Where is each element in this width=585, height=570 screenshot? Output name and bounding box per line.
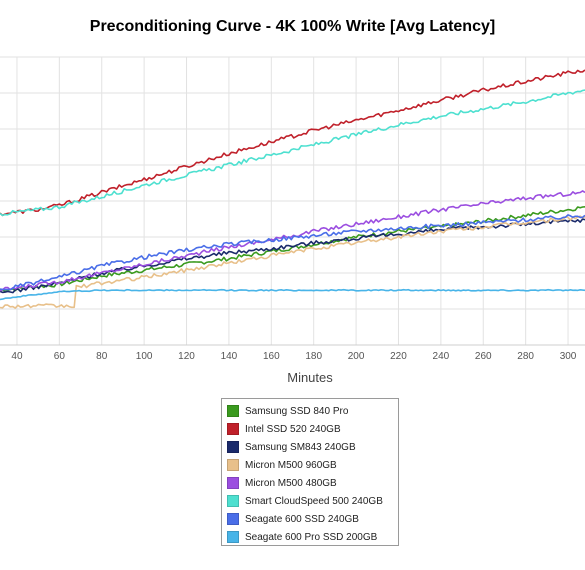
series-lines (0, 69, 585, 309)
legend-item: Smart CloudSpeed 500 240GB (222, 492, 398, 510)
x-tick-label: 280 (517, 351, 534, 362)
x-tick-label: 120 (178, 351, 195, 362)
legend-label: Samsung SM843 240GB (245, 441, 356, 453)
legend-item: Samsung SSD 840 Pro (222, 402, 398, 420)
legend-label: Seagate 600 Pro SSD 200GB (245, 531, 378, 543)
legend-swatch (227, 495, 239, 507)
legend-label: Seagate 600 SSD 240GB (245, 513, 359, 525)
series-line-smart-cloudspeed-500-240gb (0, 89, 585, 217)
legend-swatch (227, 513, 239, 525)
x-axis-label: Minutes (287, 370, 333, 385)
x-tick-label: 160 (263, 351, 280, 362)
legend-swatch (227, 477, 239, 489)
series-line-micron-m500-480gb (0, 190, 585, 292)
series-line-samsung-ssd-840-pro (0, 206, 585, 293)
legend-label: Micron M500 480GB (245, 477, 337, 489)
gridlines (0, 56, 585, 346)
x-tick-label: 220 (390, 351, 407, 362)
legend-label: Micron M500 960GB (245, 459, 337, 471)
legend-swatch (227, 405, 239, 417)
plot-area: 40 60 80 100 120 140 160 180 200 220 240 260 280 300 (0, 56, 585, 362)
series-line-micron-m500-960gb (0, 215, 585, 309)
chart-title: Preconditioning Curve - 4K 100% Write [A… (89, 18, 496, 35)
legend-label: Intel SSD 520 240GB (245, 423, 341, 435)
series-line-samsung-sm843-240gb (0, 218, 585, 294)
legend-item: Intel SSD 520 240GB (222, 420, 398, 438)
x-tick-label: 100 (136, 351, 153, 362)
x-tick-label: 80 (96, 351, 108, 362)
x-tick-label: 200 (348, 351, 365, 362)
x-tick-label: 300 (560, 351, 577, 362)
x-tick-label: 140 (221, 351, 238, 362)
legend-item: Micron M500 960GB (222, 456, 398, 474)
legend-swatch (227, 441, 239, 453)
x-tick-label: 260 (475, 351, 492, 362)
series-line-seagate-600-pro-ssd-200gb (0, 288, 585, 301)
legend-swatch (227, 531, 239, 543)
series-line-intel-ssd-520-240gb (0, 69, 585, 217)
legend-label: Samsung SSD 840 Pro (245, 405, 349, 417)
legend-item: Samsung SM843 240GB (222, 438, 398, 456)
legend: Samsung SSD 840 Pro Intel SSD 520 240GB Sa… (221, 398, 399, 546)
x-tick-label: 60 (54, 351, 66, 362)
legend-swatch (227, 459, 239, 471)
legend-item: Seagate 600 SSD 240GB (222, 510, 398, 528)
legend-swatch (227, 423, 239, 435)
series-line-seagate-600-ssd-240gb (0, 214, 585, 291)
legend-label: Smart CloudSpeed 500 240GB (245, 495, 383, 507)
x-tick-labels: 40 60 80 100 120 140 160 180 200 220 240 260 280 300 (11, 351, 576, 362)
x-tick-label: 40 (11, 351, 23, 362)
legend-item: Seagate 600 Pro SSD 200GB (222, 528, 398, 546)
x-tick-label: 240 (433, 351, 450, 362)
legend-item: Micron M500 480GB (222, 474, 398, 492)
x-tick-label: 180 (305, 351, 322, 362)
